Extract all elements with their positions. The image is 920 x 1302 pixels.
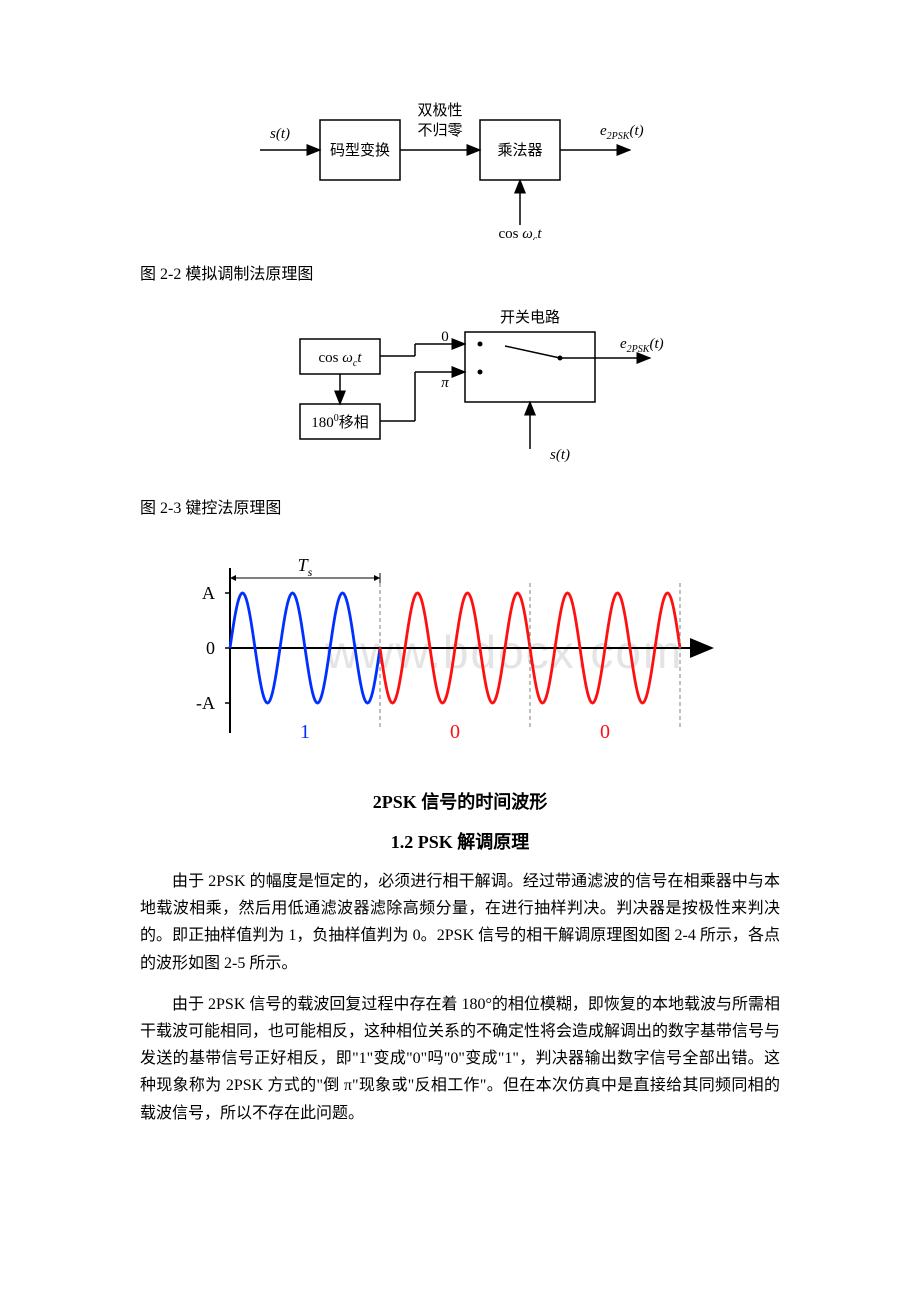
figure-2-2-caption: 图 2-2 模拟调制法原理图	[140, 260, 820, 284]
svg-text:0: 0	[206, 638, 215, 658]
fig1-block1: 码型变换	[330, 142, 390, 159]
svg-text:1: 1	[300, 721, 310, 743]
svg-text:A: A	[202, 583, 215, 603]
figure-2-3-diagram: 开关电路 cos ωct 0 1800移相 π e2PSK(t) s(t)	[100, 304, 820, 474]
fig1-block2: 乘法器	[497, 142, 542, 159]
svg-text:0: 0	[600, 721, 610, 743]
fig2-top-in: 0	[441, 329, 449, 345]
figure-2-2-diagram: s(t) 码型变换 双极性 不归零 乘法器 e2PSK(t) cos ωct	[100, 80, 820, 240]
fig2-block1: cos ωct	[319, 350, 363, 369]
fig1-mid-top: 双极性	[417, 102, 462, 119]
fig2-svg: 开关电路 cos ωct 0 1800移相 π e2PSK(t) s(t)	[250, 304, 670, 474]
paragraph-2: 由于 2PSK 信号的载波回复过程中存在着 180°的相位模糊，即恢复的本地载波…	[140, 991, 780, 1127]
waveform-svg: www.bdocx.comA0-ATs100	[165, 538, 755, 768]
fig1-carrier: cos ωct	[499, 226, 543, 240]
section-heading-1-2: 1.2 PSK 解调原理	[100, 828, 820, 854]
fig1-input-label: s(t)	[270, 126, 290, 142]
fig2-block2: 1800移相	[311, 413, 369, 431]
paragraph-1: 由于 2PSK 的幅度是恒定的，必须进行相干解调。经过带通滤波的信号在相乘器中与…	[140, 868, 780, 977]
fig1-svg: s(t) 码型变换 双极性 不归零 乘法器 e2PSK(t) cos ωct	[240, 80, 680, 240]
svg-text:0: 0	[450, 721, 460, 743]
waveform-figure: www.bdocx.comA0-ATs100	[100, 538, 820, 768]
fig1-mid-bot: 不归零	[417, 122, 462, 139]
fig2-switch-label: 开关电路	[500, 309, 560, 326]
fig2-output: e2PSK(t)	[620, 336, 664, 355]
fig2-st: s(t)	[550, 447, 570, 463]
svg-text:Ts: Ts	[298, 555, 313, 579]
waveform-caption: 2PSK 信号的时间波形	[100, 788, 820, 814]
fig2-bot-in: π	[441, 375, 449, 391]
svg-text:-A: -A	[196, 693, 215, 713]
fig1-output: e2PSK(t)	[600, 123, 644, 142]
figure-2-3-caption: 图 2-3 键控法原理图	[140, 494, 820, 518]
